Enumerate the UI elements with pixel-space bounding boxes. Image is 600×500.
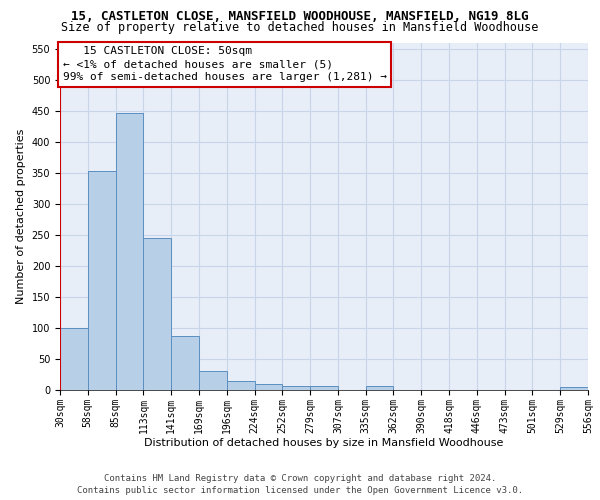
Bar: [88, 171, 116, 390]
Bar: [254, 384, 283, 390]
Bar: [116, 112, 143, 390]
Bar: [365, 386, 394, 390]
Bar: [310, 386, 338, 390]
Y-axis label: Number of detached properties: Number of detached properties: [16, 128, 26, 304]
X-axis label: Distribution of detached houses by size in Mansfield Woodhouse: Distribution of detached houses by size …: [145, 438, 503, 448]
Bar: [171, 336, 199, 390]
Text: 15, CASTLETON CLOSE, MANSFIELD WOODHOUSE, MANSFIELD, NG19 8LG: 15, CASTLETON CLOSE, MANSFIELD WOODHOUSE…: [71, 10, 529, 23]
Text: Contains HM Land Registry data © Crown copyright and database right 2024.
Contai: Contains HM Land Registry data © Crown c…: [77, 474, 523, 495]
Bar: [199, 372, 227, 390]
Bar: [60, 328, 88, 390]
Text: Size of property relative to detached houses in Mansfield Woodhouse: Size of property relative to detached ho…: [61, 21, 539, 34]
Bar: [227, 382, 254, 390]
Bar: [143, 238, 171, 390]
Bar: [283, 386, 310, 390]
Text: 15 CASTLETON CLOSE: 50sqm
← <1% of detached houses are smaller (5)
99% of semi-d: 15 CASTLETON CLOSE: 50sqm ← <1% of detac…: [62, 46, 386, 82]
Bar: [560, 387, 588, 390]
